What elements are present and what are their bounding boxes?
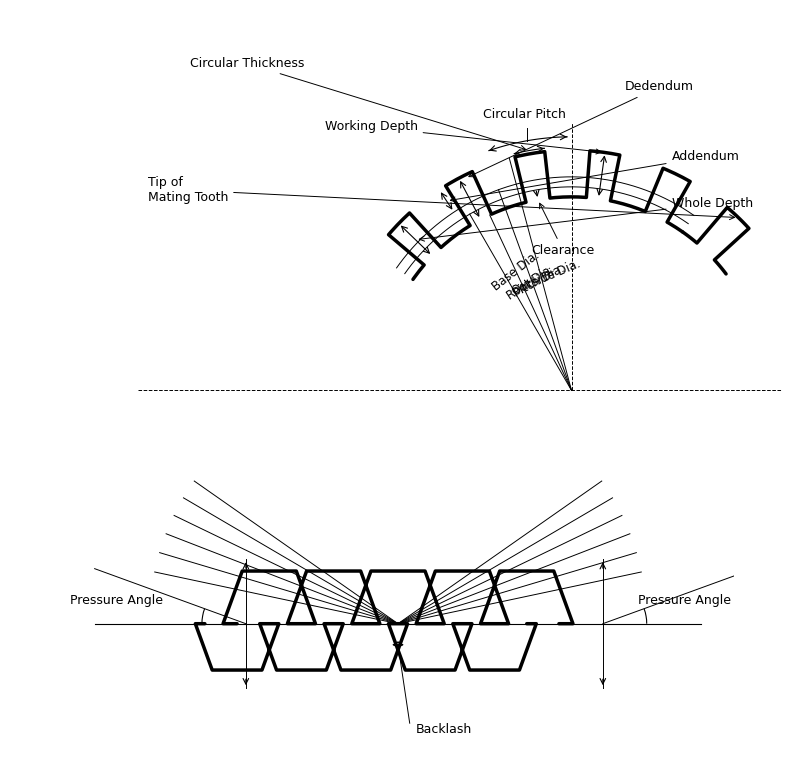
Text: Circular Thickness: Circular Thickness bbox=[190, 57, 525, 150]
Text: Root Dia.: Root Dia. bbox=[505, 263, 556, 303]
Text: Base Dia.: Base Dia. bbox=[490, 249, 541, 293]
Text: Dedendum: Dedendum bbox=[469, 80, 694, 177]
Text: Pitch Dia.: Pitch Dia. bbox=[511, 263, 567, 300]
Text: Working Depth: Working Depth bbox=[325, 120, 601, 154]
Text: Outside Dia.: Outside Dia. bbox=[510, 257, 583, 297]
Text: Clearance: Clearance bbox=[532, 203, 595, 256]
Text: Backlash: Backlash bbox=[416, 722, 472, 735]
Text: Addendum: Addendum bbox=[451, 150, 739, 202]
Text: Pressure Angle: Pressure Angle bbox=[70, 594, 163, 607]
Text: Tip of
Mating Tooth: Tip of Mating Tooth bbox=[148, 176, 735, 219]
Text: Circular Pitch: Circular Pitch bbox=[482, 108, 565, 121]
Text: Pressure Angle: Pressure Angle bbox=[638, 594, 731, 607]
Text: Whole Depth: Whole Depth bbox=[419, 197, 753, 241]
